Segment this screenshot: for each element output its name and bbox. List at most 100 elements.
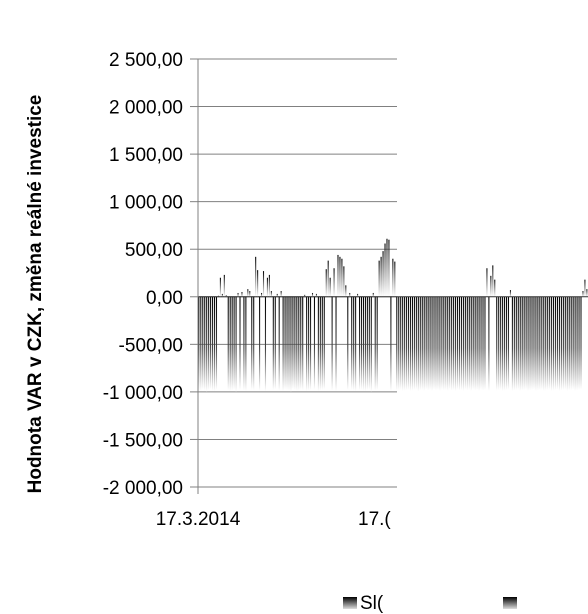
bar: [388, 239, 390, 297]
bar: [304, 294, 306, 297]
bar: [339, 256, 341, 297]
bar: [259, 296, 261, 391]
bar: [558, 296, 560, 391]
bar: [394, 261, 396, 297]
bar: [262, 271, 265, 297]
bar: [374, 296, 376, 391]
bar: [504, 296, 506, 391]
bar: [264, 296, 267, 391]
bar: [515, 296, 517, 390]
bar: [329, 277, 331, 297]
bar: [243, 296, 245, 391]
y-tick-label: -2 000,00: [103, 478, 183, 499]
bar: [253, 296, 255, 390]
bar: [488, 296, 490, 391]
bar: [251, 296, 253, 390]
bar: [468, 296, 470, 390]
bar: [511, 296, 513, 391]
bar: [425, 296, 427, 390]
bar: [343, 266, 345, 297]
bar: [296, 296, 298, 391]
bar: [223, 274, 225, 297]
bar: [202, 296, 204, 390]
bar: [215, 296, 218, 390]
bar: [423, 296, 425, 391]
bar: [313, 296, 316, 390]
bar: [337, 254, 339, 297]
bar: [325, 269, 327, 297]
bar: [513, 296, 515, 391]
bar: [362, 296, 364, 391]
bar: [366, 296, 368, 390]
bar: [359, 296, 361, 390]
bar: [431, 296, 433, 391]
bar: [310, 296, 312, 390]
bar: [311, 292, 314, 297]
bar: [406, 296, 408, 390]
bar: [347, 296, 349, 390]
bar: [464, 296, 466, 390]
bar: [568, 296, 570, 391]
bar: [321, 296, 323, 390]
bar: [554, 296, 557, 390]
bar: [541, 296, 543, 390]
bar: [208, 296, 210, 390]
bar: [484, 296, 486, 390]
bar: [335, 296, 337, 391]
bar: [233, 296, 235, 390]
bar: [386, 238, 388, 297]
bar: [392, 258, 394, 297]
bar: [482, 296, 484, 391]
bar: [572, 296, 574, 390]
bar: [349, 292, 351, 297]
bar: [455, 296, 457, 391]
bar: [447, 296, 449, 391]
bar: [502, 296, 504, 391]
bar: [551, 296, 553, 391]
bar: [421, 296, 423, 390]
bar: [539, 296, 541, 390]
bar: [576, 296, 578, 391]
bar: [382, 251, 384, 297]
bar: [525, 296, 527, 390]
bar: [408, 296, 410, 390]
bar: [368, 296, 370, 390]
bar: [453, 296, 455, 390]
bar: [286, 296, 288, 390]
bar: [280, 291, 282, 297]
bar: [460, 296, 462, 390]
bar: [545, 296, 547, 391]
bar: [268, 274, 270, 297]
bar: [458, 296, 461, 391]
bar: [245, 296, 247, 391]
legend-label: Sl(: [360, 593, 384, 614]
bar: [327, 260, 329, 297]
bar: [345, 285, 347, 297]
y-tick-label: 2 500,00: [109, 50, 183, 71]
bar: [419, 296, 421, 391]
bar: [370, 296, 372, 392]
bar: [355, 296, 357, 391]
bar: [429, 296, 431, 390]
bar: [411, 296, 413, 391]
bar: [231, 296, 233, 391]
bar: [333, 268, 335, 297]
bar: [582, 291, 584, 297]
bar: [494, 279, 496, 297]
bar: [360, 296, 363, 390]
bar: [376, 296, 378, 390]
y-tick-label: -1 000,00: [103, 383, 183, 404]
bar: [284, 296, 286, 390]
bar: [549, 296, 551, 390]
bar: [486, 268, 488, 297]
bar: [290, 296, 292, 392]
bar: [580, 296, 582, 390]
bar: [474, 296, 476, 391]
bar: [505, 296, 508, 390]
bar: [331, 296, 333, 391]
legend-swatch: [343, 597, 357, 609]
bar: [553, 296, 555, 391]
bar: [239, 296, 241, 390]
bar: [417, 296, 419, 392]
bar: [415, 296, 417, 390]
